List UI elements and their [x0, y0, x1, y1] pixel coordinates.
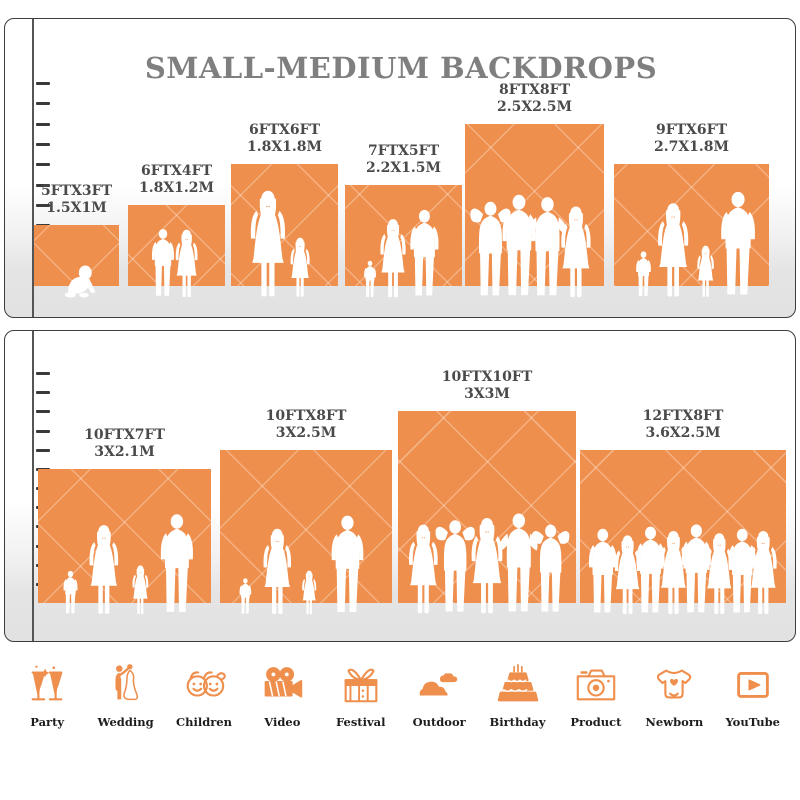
- backdrop-size-feet: 10FTX8FT: [265, 407, 347, 424]
- backdrop-size-label: 10FTX8FT 3X2.5M: [266, 408, 347, 442]
- use-case-item[interactable]: Product: [559, 655, 633, 729]
- backdrop-item: 12FTX8FT 3.6X2.5M: [580, 408, 786, 614]
- use-case-item[interactable]: YouTube: [716, 655, 790, 729]
- ruler-tick-mark: [36, 82, 50, 85]
- ruler-tick-mark: [36, 122, 50, 126]
- use-case-label: Video: [264, 715, 301, 729]
- backdrop-size-meters: 2.7X1.8M: [653, 139, 730, 156]
- ruler-tick-mark: [36, 163, 50, 167]
- ruler-tick-mark: [36, 143, 50, 146]
- two-kid-faces-icon: [181, 655, 227, 713]
- ruler-tick-mark: [36, 183, 50, 187]
- ruler-tick-mark: [36, 410, 50, 414]
- ruler-axis-line: [32, 331, 34, 641]
- use-case-label: Product: [570, 715, 622, 729]
- page-title: SMALL-MEDIUM BACKDROPS: [144, 51, 658, 85]
- backdrop-rectangle: [345, 184, 462, 287]
- photo-camera-icon: [573, 655, 619, 713]
- gift-box-icon: [338, 655, 384, 713]
- backdrop-size-label: 10FTX7FT 3X2.1M: [84, 427, 165, 461]
- baby-onesie-icon: [651, 655, 697, 713]
- use-case-label: Birthday: [489, 715, 546, 729]
- backdrop-size-feet: 8FTX8FT: [498, 81, 571, 98]
- backdrop-size-label: 12FTX8FT 3.6X2.5M: [643, 408, 724, 442]
- backdrop-size-label: 9FTX6FT 2.7X1.8M: [654, 122, 729, 156]
- backdrop-rectangle: [34, 225, 119, 287]
- backdrop-size-meters: 3X2.1M: [94, 443, 155, 460]
- backdrop-item: 8FTX8FT 2.5X2.5M: [465, 82, 604, 297]
- use-case-label: Party: [30, 715, 65, 729]
- backdrop-size-feet: 7FTX5FT: [367, 142, 440, 159]
- champagne-toast-icon: [24, 655, 70, 713]
- backdrop-size-label: 7FTX5FT 2.2X1.5M: [366, 143, 441, 177]
- use-case-label: YouTube: [725, 715, 780, 729]
- ruler-tick-mark: [36, 429, 50, 433]
- backdrop-rectangle: [614, 164, 769, 287]
- ruler-tick-mark: [36, 391, 50, 395]
- backdrop-size-meters: 3X2.5M: [275, 424, 337, 441]
- backdrop-size-meters: 1.5X1M: [46, 200, 107, 217]
- backdrop-size-feet: 10FTX10FT: [441, 369, 533, 386]
- use-case-label: Newborn: [645, 715, 704, 729]
- use-case-item[interactable]: Newborn: [637, 655, 711, 729]
- use-case-item[interactable]: Birthday: [481, 655, 555, 729]
- backdrop-size-meters: 1.8X1.8M: [246, 139, 323, 156]
- backdrop-size-label: 6FTX6FT 1.8X1.8M: [247, 122, 322, 156]
- backdrop-size-feet: 6FTX4FT: [140, 163, 213, 179]
- ruler-tick-mark: [36, 102, 50, 106]
- backdrop-size-feet: 6FTX6FT: [248, 122, 321, 139]
- backdrop-rectangle: [38, 468, 211, 604]
- movie-camera-icon: [259, 655, 305, 713]
- ruler-axis-line: [32, 19, 34, 317]
- backdrop-item: 10FTX10FT 3X3M: [398, 369, 576, 614]
- backdrop-item: 9FTX6FT 2.7X1.8M: [614, 122, 769, 298]
- play-button-icon: [730, 655, 776, 713]
- backdrop-size-feet: 10FTX7FT: [84, 426, 165, 443]
- backdrop-size-meters: 2.2X1.5M: [365, 159, 442, 176]
- backdrop-size-label: 5FTX3FT 1.5X1M: [41, 183, 112, 217]
- backdrop-size-meters: 3X3M: [464, 386, 510, 403]
- backdrop-size-label: 8FTX8FT 2.5X2.5M: [497, 82, 572, 116]
- backdrop-item: 6FTX4FT 1.8X1.2M: [128, 163, 225, 298]
- use-case-item[interactable]: Outdoor: [402, 655, 476, 729]
- use-case-label: Children: [175, 715, 232, 729]
- backdrop-item: 6FTX6FT 1.8X1.8M: [231, 122, 338, 298]
- backdrop-item: 10FTX8FT 3X2.5M: [220, 408, 392, 615]
- use-case-item[interactable]: Festival: [324, 655, 398, 729]
- use-case-label: Outdoor: [412, 715, 466, 729]
- ruler-tick-mark: [36, 448, 50, 452]
- use-case-item[interactable]: Wedding: [89, 655, 163, 729]
- backdrop-rectangle: [220, 449, 392, 604]
- cloud-hill-icon: [416, 655, 462, 713]
- backdrop-size-meters: 2.5X2.5M: [496, 98, 573, 115]
- backdrop-rectangle: [231, 164, 338, 287]
- backdrop-size-meters: 1.8X1.2M: [138, 180, 215, 196]
- backdrop-size-meters: 3.6X2.5M: [645, 424, 721, 441]
- large-backdrops-panel: 121110987654321 10FTX7FT3X2.1M10FTX8FT3X…: [4, 330, 796, 642]
- use-case-item[interactable]: Children: [167, 655, 241, 729]
- bride-and-groom-icon: [103, 655, 149, 713]
- backdrop-size-feet: 9FTX6FT: [655, 122, 728, 139]
- backdrop-size-label: 6FTX4FT 1.8X1.2M: [139, 163, 214, 197]
- backdrop-rectangle: [398, 411, 576, 604]
- backdrop-size-label: 10FTX10FT 3X3M: [442, 369, 533, 403]
- ruler-tick-mark: [36, 204, 50, 207]
- use-case-label: Wedding: [97, 715, 154, 729]
- small-medium-backdrops-panel: SMALL-MEDIUM BACKDROPS 10987654321 5FTX3…: [4, 18, 796, 318]
- backdrop-item: 7FTX5FT 2.2X1.5M: [345, 143, 462, 298]
- use-case-item[interactable]: Video: [245, 655, 319, 729]
- backdrop-rectangle: [465, 123, 604, 287]
- backdrop-size-feet: 5FTX3FT: [40, 183, 113, 200]
- ruler-tick-mark: [36, 372, 50, 375]
- backdrop-item: 10FTX7FT 3X2.1M: [38, 427, 211, 615]
- birthday-cake-icon: [495, 655, 541, 713]
- backdrop-rectangle: [128, 205, 225, 287]
- backdrop-rectangle: [580, 449, 786, 604]
- use-case-label: Festival: [335, 715, 386, 729]
- backdrop-size-feet: 12FTX8FT: [642, 407, 724, 424]
- use-case-item[interactable]: Party: [10, 655, 84, 729]
- use-case-icon-strip: Party Wedding Children Video Festival Ou…: [0, 655, 800, 765]
- backdrop-item: 5FTX3FT 1.5X1M: [34, 183, 119, 298]
